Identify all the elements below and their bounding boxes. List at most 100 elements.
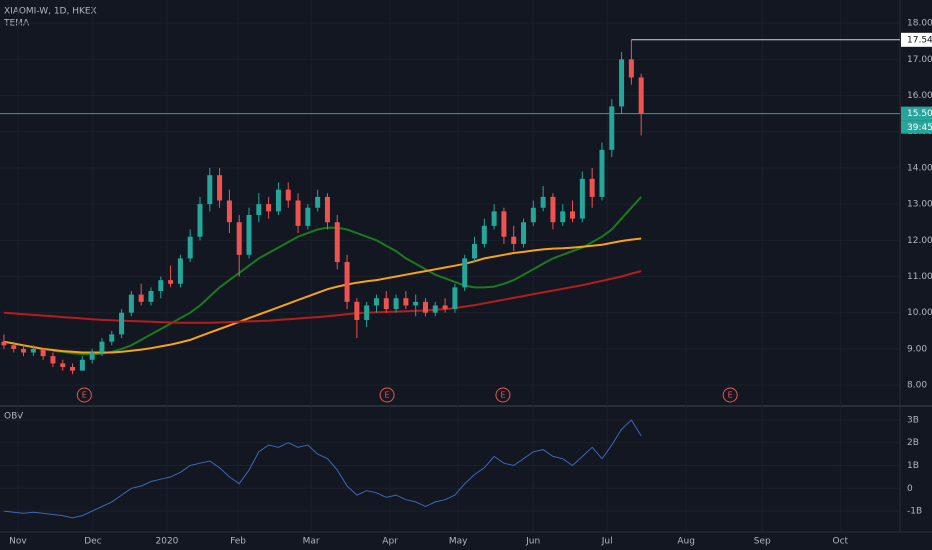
high-price-label: 17.54 bbox=[907, 35, 932, 45]
candle-body bbox=[383, 298, 389, 310]
last-price-box bbox=[901, 106, 932, 121]
earnings-marker-label: E bbox=[82, 391, 87, 400]
candle-body bbox=[354, 301, 360, 320]
last-price-label: 15.50 bbox=[907, 109, 932, 119]
candle-body bbox=[501, 211, 507, 237]
x-tick-label: Aug bbox=[677, 537, 695, 547]
moving-average-line bbox=[52, 196, 642, 356]
candle-body bbox=[305, 207, 311, 226]
earnings-marker bbox=[722, 387, 738, 403]
candle-body bbox=[472, 243, 478, 259]
earnings-marker-label: E bbox=[728, 391, 733, 400]
x-tick-label: Apr bbox=[382, 537, 398, 547]
candle-body bbox=[403, 298, 409, 306]
candle-body bbox=[256, 204, 262, 215]
candle-body bbox=[511, 236, 517, 244]
candle-body bbox=[550, 196, 556, 223]
candle-body bbox=[540, 196, 546, 208]
candle-body bbox=[11, 345, 17, 349]
candle-body bbox=[109, 334, 115, 342]
candle-body bbox=[128, 294, 134, 313]
countdown-label: 39:45 bbox=[907, 123, 932, 133]
candle-body bbox=[40, 348, 46, 357]
candle-body bbox=[138, 294, 144, 302]
earnings-marker bbox=[379, 387, 395, 403]
obv-line bbox=[3, 419, 642, 519]
candle-body bbox=[148, 290, 154, 302]
candle-body bbox=[315, 196, 321, 208]
y-tick-label: 17.00 bbox=[907, 55, 932, 65]
candle-body bbox=[324, 196, 330, 223]
candle-body bbox=[432, 305, 438, 313]
x-tick-label: Nov bbox=[9, 537, 27, 547]
x-tick-label: Dec bbox=[84, 537, 101, 547]
candle-body bbox=[638, 77, 644, 114]
candle-body bbox=[589, 178, 595, 197]
candle-body bbox=[158, 280, 164, 291]
y-tick-label: 12.00 bbox=[907, 236, 932, 246]
candle-body bbox=[89, 352, 95, 360]
x-tick-label: Feb bbox=[230, 537, 246, 547]
candle-body bbox=[413, 301, 419, 306]
y-tick-label: 13.00 bbox=[907, 200, 932, 210]
x-tick-label: Sep bbox=[754, 537, 771, 547]
high-price-box bbox=[901, 32, 932, 47]
candle-body bbox=[266, 204, 272, 212]
candle-body bbox=[60, 363, 66, 367]
candle-body bbox=[609, 106, 615, 150]
candle-body bbox=[197, 204, 203, 237]
candle-body bbox=[393, 298, 399, 310]
candle-body bbox=[119, 312, 125, 335]
candle-body bbox=[177, 258, 183, 284]
obv-tick-label: 1B bbox=[907, 461, 919, 471]
candle-body bbox=[560, 211, 566, 223]
candle-body bbox=[462, 258, 468, 288]
candle-body bbox=[1, 341, 7, 346]
obv-tick-label: 3B bbox=[907, 415, 919, 425]
candle-body bbox=[530, 207, 536, 223]
candle-body bbox=[236, 222, 242, 255]
x-tick-label: 2020 bbox=[156, 537, 179, 547]
candle-body bbox=[422, 301, 428, 313]
earnings-marker-label: E bbox=[500, 391, 505, 400]
candle-body bbox=[364, 305, 370, 320]
y-tick-label: 18.00 bbox=[907, 19, 932, 29]
candle-body bbox=[619, 59, 625, 107]
y-tick-label: 16.00 bbox=[907, 91, 932, 101]
candle-body bbox=[79, 359, 85, 371]
obv-tick-label: 0 bbox=[907, 484, 913, 494]
candle-body bbox=[442, 305, 448, 310]
countdown-box bbox=[901, 120, 932, 134]
candle-body bbox=[285, 189, 291, 201]
y-tick-label: 14.00 bbox=[907, 163, 932, 173]
candle-body bbox=[275, 189, 281, 212]
candle-body bbox=[99, 341, 105, 353]
candle-body bbox=[344, 262, 350, 302]
y-tick-label: 9.00 bbox=[907, 344, 927, 354]
candle-body bbox=[21, 348, 27, 353]
candle-body bbox=[481, 225, 487, 244]
candle-body bbox=[570, 211, 576, 219]
moving-average-line bbox=[3, 237, 642, 354]
moving-average-line bbox=[3, 270, 642, 324]
candle-body bbox=[70, 366, 76, 371]
candle-body bbox=[50, 356, 56, 364]
candle-body bbox=[217, 175, 223, 201]
candle-body bbox=[246, 214, 252, 255]
earnings-marker-label: E bbox=[385, 391, 390, 400]
candle-body bbox=[334, 222, 340, 263]
y-tick-label: 10.00 bbox=[907, 308, 932, 318]
y-tick-label: 11.00 bbox=[907, 272, 932, 282]
obv-tick-label: -1B bbox=[907, 507, 922, 517]
candle-body bbox=[628, 59, 634, 78]
x-tick-label: Jun bbox=[525, 537, 540, 547]
x-tick-label: Mar bbox=[303, 537, 320, 547]
earnings-marker bbox=[76, 387, 92, 403]
x-tick-label: May bbox=[449, 537, 468, 547]
candle-body bbox=[30, 348, 36, 353]
chart-title: XIAOMI-W, 1D, HKEX bbox=[4, 7, 97, 17]
earnings-marker bbox=[495, 387, 511, 403]
candle-body bbox=[373, 298, 379, 306]
candle-body bbox=[207, 175, 213, 205]
